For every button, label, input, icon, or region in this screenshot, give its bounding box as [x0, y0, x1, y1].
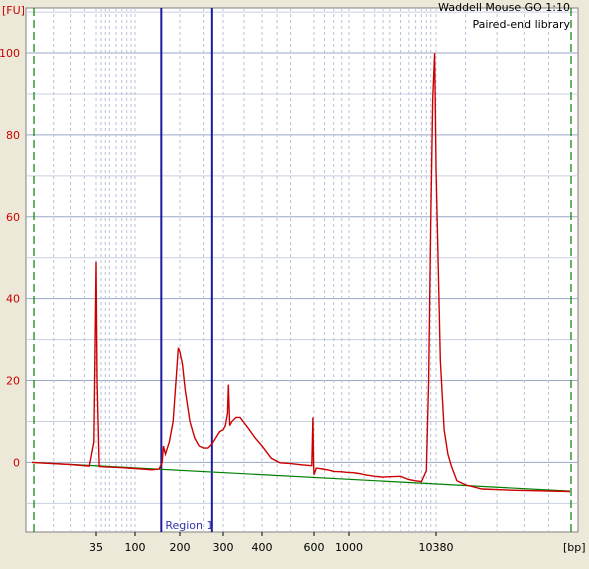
sample-trace — [31, 52, 571, 493]
grid-lines — [26, 8, 578, 532]
x-tick-label: 600 — [304, 541, 325, 554]
x-tick-label: 300 — [213, 541, 234, 554]
x-axis-label: [bp] — [563, 541, 586, 554]
y-tick-label: 80 — [6, 129, 20, 142]
y-tick-label: 0 — [13, 456, 20, 469]
y-tick-label: 40 — [6, 293, 20, 306]
region-label: Region 1 — [165, 519, 213, 532]
chart-title: Waddell Mouse GO 1:10 — [438, 1, 570, 14]
y-tick-label: 100 — [0, 47, 20, 60]
x-tick-label: 100 — [125, 541, 146, 554]
series-lines — [31, 52, 571, 493]
x-tick-label: 200 — [170, 541, 191, 554]
chart-subtitle: Paired-end library — [472, 18, 570, 31]
plot-area — [25, 7, 579, 533]
y-axis-label: [FU] — [2, 4, 25, 17]
x-tick-label: 400 — [252, 541, 273, 554]
axes: 0 20 40 60 80 100 35 100 200 300 400 600 1000 10380 — [0, 47, 454, 554]
x-tick-label: 1000 — [335, 541, 363, 554]
x-tick-label: 10380 — [419, 541, 454, 554]
x-tick-label: 35 — [89, 541, 103, 554]
y-tick-label: 60 — [6, 211, 20, 224]
y-tick-label: 20 — [6, 375, 20, 388]
